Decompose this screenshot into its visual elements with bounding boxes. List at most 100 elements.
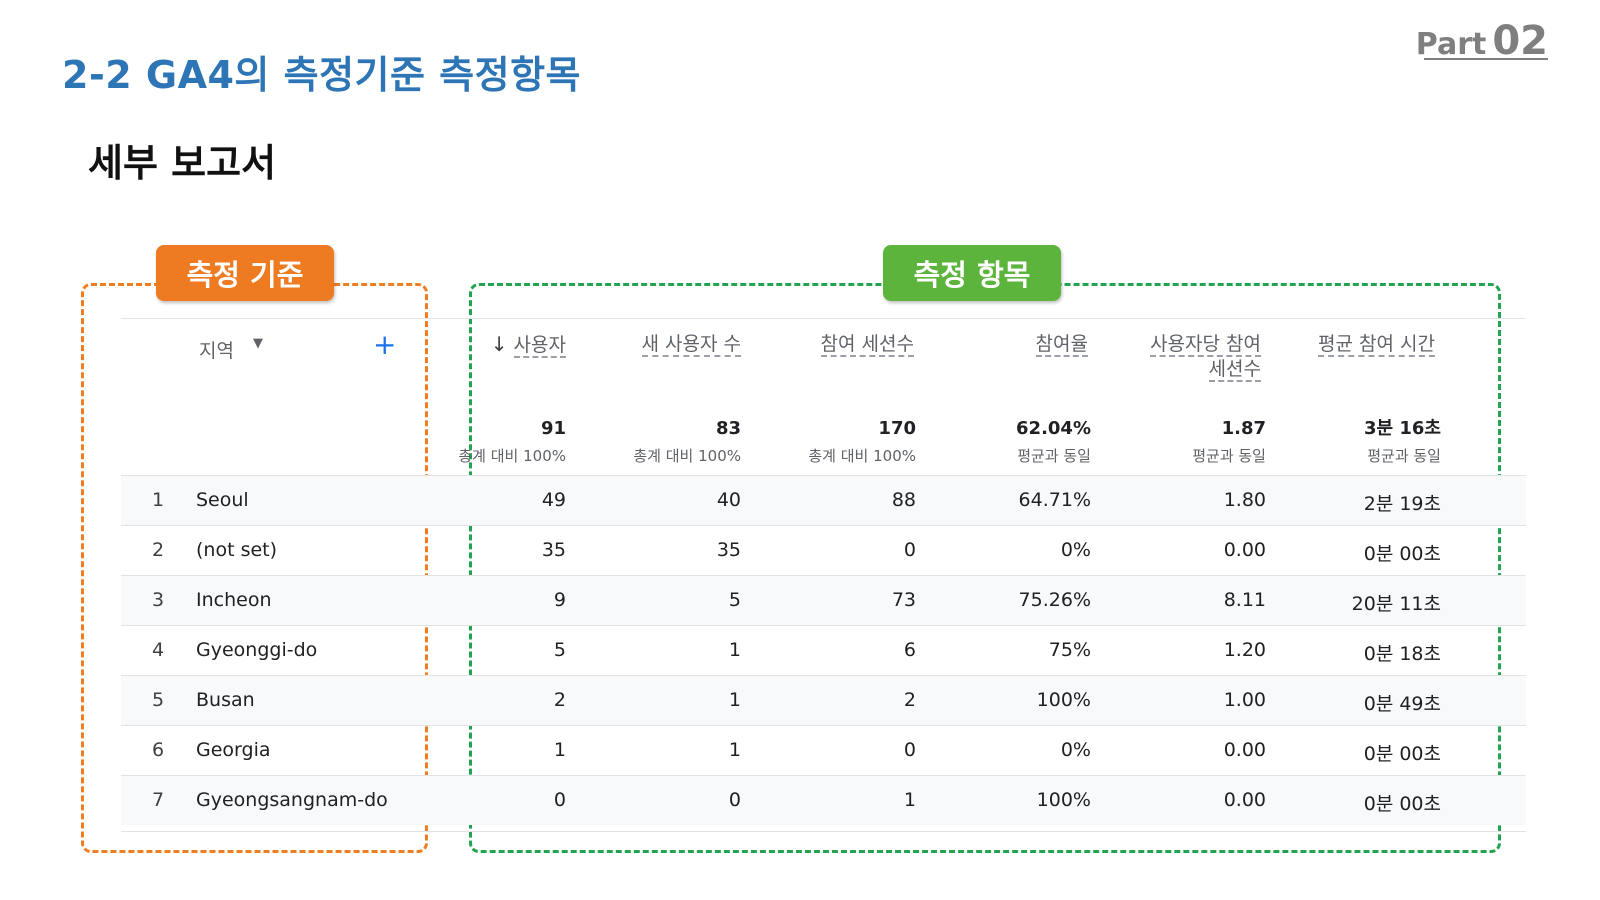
- total-engagement-rate: 62.04% 평균과 동일: [921, 418, 1091, 466]
- column-header-label: 참여 세션수: [820, 333, 914, 357]
- cell-engagement-rate: 100%: [1036, 789, 1091, 811]
- cell-engaged-sessions: 0: [903, 739, 916, 761]
- cell-engaged-sessions-per-user: 1.20: [1223, 639, 1266, 661]
- total-value: 62.04%: [1016, 418, 1091, 439]
- cell-new-users: 40: [716, 489, 741, 511]
- cell-engagement-rate: 75%: [1048, 639, 1091, 661]
- report-table: 지역 ▼ + ↓ 사용자 새 사용자 수 참여 세션수 참여율 사용자당 참여 세…: [121, 318, 1526, 832]
- arrow-down-icon[interactable]: ↓: [490, 332, 508, 356]
- table-row[interactable]: 2 (not set) 35 35 0 0% 0.00 0분 00초: [121, 525, 1526, 575]
- row-region[interactable]: Busan: [196, 689, 255, 711]
- cell-new-users: 5: [728, 589, 741, 611]
- column-header-label: 평균 참여 시간: [1318, 333, 1435, 357]
- table-row[interactable]: 7 Gyeongsangnam-do 0 0 1 100% 0.00 0분 00…: [121, 775, 1526, 825]
- cell-new-users: 1: [728, 689, 741, 711]
- row-rank: 7: [152, 789, 165, 811]
- row-region[interactable]: Seoul: [196, 489, 249, 511]
- column-header-label: 참여율: [1035, 333, 1088, 357]
- total-value: 3분 16초: [1364, 418, 1441, 439]
- table-row[interactable]: 1 Seoul 49 40 88 64.71% 1.80 2분 19초: [121, 475, 1526, 525]
- cell-avg-engagement-time: 0분 00초: [1363, 793, 1441, 815]
- cell-engagement-rate: 75.26%: [1018, 589, 1091, 611]
- total-value: 1.87: [1221, 418, 1266, 439]
- cell-avg-engagement-time: 0분 00초: [1363, 743, 1441, 765]
- cell-users: 0: [553, 789, 566, 811]
- table-row[interactable]: 5 Busan 2 1 2 100% 1.00 0분 49초: [121, 675, 1526, 725]
- row-rank: 3: [152, 589, 165, 611]
- cell-engaged-sessions: 88: [891, 489, 916, 511]
- cell-users: 35: [541, 539, 566, 561]
- cell-engagement-rate: 100%: [1036, 689, 1091, 711]
- column-header-label: 새 사용자 수: [641, 333, 741, 357]
- caret-down-icon[interactable]: ▼: [253, 336, 263, 351]
- column-header-users[interactable]: ↓ 사용자: [451, 332, 566, 400]
- column-header-engaged-sessions[interactable]: 참여 세션수: [771, 332, 914, 400]
- cell-engaged-sessions-per-user: 0.00: [1223, 539, 1266, 561]
- part-underline: [1424, 58, 1548, 60]
- cell-avg-engagement-time: 2분 19초: [1363, 493, 1441, 515]
- dimension-header-label[interactable]: 지역: [199, 340, 234, 362]
- cell-engaged-sessions: 6: [903, 639, 916, 661]
- column-header-label: 사용자당 참여 세션수: [1150, 333, 1261, 382]
- cell-engagement-rate: 0%: [1060, 739, 1091, 761]
- total-subtext: 평균과 동일: [1017, 447, 1091, 465]
- total-subtext: 총계 대비 100%: [633, 447, 741, 465]
- total-subtext: 총계 대비 100%: [808, 447, 916, 465]
- cell-engagement-rate: 0%: [1060, 539, 1091, 561]
- row-region[interactable]: Incheon: [196, 589, 272, 611]
- dimension-header[interactable]: 지역 ▼ +: [121, 330, 411, 372]
- cell-engaged-sessions: 1: [903, 789, 916, 811]
- cell-engaged-sessions-per-user: 0.00: [1223, 789, 1266, 811]
- table-top-divider: [121, 318, 1526, 319]
- row-region[interactable]: (not set): [196, 539, 278, 561]
- column-header-engagement-rate[interactable]: 참여율: [981, 332, 1088, 400]
- column-header-label: 사용자: [513, 334, 566, 358]
- total-users: 91 총계 대비 100%: [396, 418, 566, 466]
- cell-new-users: 1: [728, 739, 741, 761]
- cell-engaged-sessions: 73: [891, 589, 916, 611]
- column-header-avg-engagement-time[interactable]: 평균 참여 시간: [1311, 332, 1435, 400]
- table-bottom-divider: [121, 831, 1526, 832]
- part-number: 02: [1492, 18, 1548, 64]
- cell-engaged-sessions: 2: [903, 689, 916, 711]
- table-row[interactable]: 3 Incheon 9 5 73 75.26% 8.11 20분 11초: [121, 575, 1526, 625]
- page-title: 2-2 GA4의 측정기준 측정항목: [62, 53, 582, 97]
- page-subtitle: 세부 보고서: [88, 141, 277, 185]
- cell-engaged-sessions-per-user: 1.00: [1223, 689, 1266, 711]
- cell-engagement-rate: 64.71%: [1018, 489, 1091, 511]
- total-avg-engagement-time: 3분 16초 평균과 동일: [1271, 418, 1441, 466]
- total-engaged-sessions: 170 총계 대비 100%: [746, 418, 916, 466]
- total-value: 91: [540, 418, 566, 439]
- total-subtext: 평균과 동일: [1192, 447, 1266, 465]
- total-new-users: 83 총계 대비 100%: [571, 418, 741, 466]
- total-subtext: 총계 대비 100%: [458, 447, 566, 465]
- total-value: 83: [715, 418, 741, 439]
- row-rank: 5: [152, 689, 165, 711]
- table-row[interactable]: 6 Georgia 1 1 0 0% 0.00 0분 00초: [121, 725, 1526, 775]
- cell-new-users: 0: [728, 789, 741, 811]
- metrics-tag: 측정 항목: [883, 245, 1061, 301]
- cell-users: 5: [553, 639, 566, 661]
- cell-avg-engagement-time: 20분 11초: [1351, 593, 1441, 615]
- cell-engaged-sessions-per-user: 8.11: [1223, 589, 1266, 611]
- row-rank: 2: [152, 539, 165, 561]
- plus-icon[interactable]: +: [373, 328, 397, 361]
- dimension-tag: 측정 기준: [156, 245, 334, 301]
- cell-users: 2: [553, 689, 566, 711]
- cell-users: 1: [553, 739, 566, 761]
- row-rank: 1: [152, 489, 165, 511]
- cell-avg-engagement-time: 0분 00초: [1363, 543, 1441, 565]
- part-label: Part: [1415, 27, 1487, 62]
- row-region[interactable]: Georgia: [196, 739, 271, 761]
- table-row[interactable]: 4 Gyeonggi-do 5 1 6 75% 1.20 0분 18초: [121, 625, 1526, 675]
- row-rank: 6: [152, 739, 165, 761]
- row-region[interactable]: Gyeonggi-do: [196, 639, 318, 661]
- column-header-new-users[interactable]: 새 사용자 수: [601, 332, 741, 400]
- row-rank: 4: [152, 639, 165, 661]
- cell-users: 49: [541, 489, 566, 511]
- cell-new-users: 35: [716, 539, 741, 561]
- row-region[interactable]: Gyeongsangnam-do: [196, 789, 388, 811]
- column-header-engaged-sessions-per-user[interactable]: 사용자당 참여 세션수: [1131, 332, 1261, 400]
- cell-engaged-sessions-per-user: 0.00: [1223, 739, 1266, 761]
- part-indicator: Part 02: [1416, 18, 1548, 64]
